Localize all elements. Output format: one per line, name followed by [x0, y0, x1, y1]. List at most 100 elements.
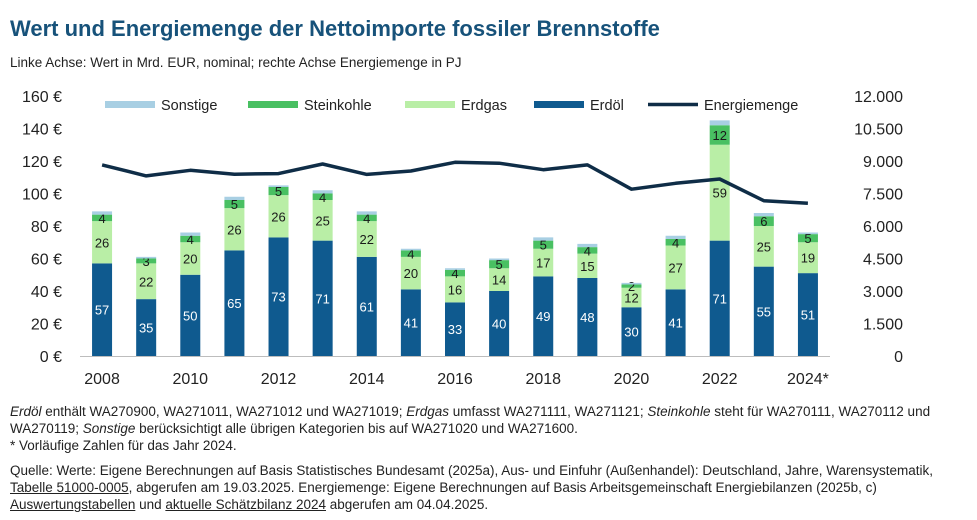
- bar-steinkohle: [268, 187, 289, 196]
- source-link[interactable]: aktuelle Schätzbilanz 2024: [165, 497, 326, 512]
- bar-sonstige: [489, 258, 510, 261]
- bar-erdoel: [489, 291, 510, 356]
- bar-erdoel: [533, 276, 554, 356]
- bar-erdgas: [489, 268, 510, 291]
- bar-sonstige: [92, 211, 113, 215]
- bar-label-erdoel: 55: [757, 304, 771, 319]
- bar-erdgas: [400, 256, 421, 290]
- y-right-tick-label: 10.500: [854, 122, 903, 139]
- source-text: und: [135, 497, 166, 512]
- x-tick-label: 2022: [702, 371, 738, 388]
- bar-erdgas: [356, 221, 377, 257]
- bar-steinkohle: [356, 214, 377, 222]
- y-left-tick-label: 0 €: [40, 349, 62, 366]
- bar-steinkohle: [180, 235, 201, 243]
- legend-label-erdgas: Erdgas: [461, 98, 507, 114]
- bar-erdgas: [709, 144, 730, 241]
- bar-label-erdoel: 41: [404, 316, 418, 331]
- bar-label-erdoel: 35: [139, 321, 153, 336]
- definition-text: Sonstige: [82, 421, 136, 436]
- footnote-preliminary: * Vorläufige Zahlen für das Jahr 2024.: [10, 438, 237, 453]
- y-right-tick-label: 7.500: [863, 187, 903, 204]
- x-tick-label: 2012: [261, 371, 297, 388]
- y-right-tick-label: 0: [894, 349, 903, 366]
- bar-erdgas: [753, 226, 774, 267]
- bar-label-erdgas: 59: [712, 186, 726, 201]
- bar-sonstige: [533, 237, 554, 241]
- bar-label-steinkohle: 5: [496, 257, 503, 272]
- bar-label-erdgas: 17: [536, 256, 550, 271]
- chart-title: Wert und Energiemenge der Nettoimporte f…: [10, 16, 660, 41]
- bar-label-erdoel: 71: [315, 291, 329, 306]
- bar-erdoel: [797, 273, 818, 356]
- bar-erdgas: [665, 245, 686, 290]
- bar-erdgas: [268, 195, 289, 238]
- bar-sonstige: [224, 196, 245, 200]
- footnote-definitions: Erdöl enthält WA270900, WA271011, WA2710…: [10, 403, 965, 437]
- bar-sonstige: [753, 213, 774, 217]
- bar-label-erdgas: 22: [139, 274, 153, 289]
- bar-erdgas: [312, 200, 333, 241]
- definition-text: enthält WA270900, WA271011, WA271012 und…: [41, 404, 407, 419]
- x-tick-label: 2010: [172, 371, 208, 388]
- source-link[interactable]: Auswertungstabellen: [10, 497, 136, 512]
- bar-label-erdoel: 41: [668, 316, 682, 331]
- y-left-tick-label: 120 €: [22, 154, 62, 171]
- bar-sonstige: [136, 256, 157, 259]
- bar-label-steinkohle: 4: [407, 247, 414, 262]
- bar-label-steinkohle: 4: [672, 235, 679, 250]
- y-left-tick-label: 140 €: [22, 122, 62, 139]
- bar-label-steinkohle: 4: [363, 211, 370, 226]
- legend-label-energiemenge: Energiemenge: [704, 98, 798, 114]
- bar-label-erdoel: 50: [183, 308, 197, 323]
- bar-steinkohle: [709, 125, 730, 145]
- x-tick-label: 2014: [349, 371, 385, 388]
- bar-sonstige: [312, 190, 333, 194]
- legend-swatch-erdoel: [534, 101, 584, 108]
- bar-label-steinkohle: 4: [584, 243, 591, 258]
- bar-sonstige: [268, 185, 289, 187]
- x-tick-label: 2018: [525, 371, 561, 388]
- y-left-tick-label: 160 €: [22, 89, 62, 106]
- bar-erdoel: [312, 240, 333, 356]
- bar-steinkohle: [400, 250, 421, 257]
- bar-label-erdgas: 26: [271, 209, 285, 224]
- y-right-tick-label: 6.000: [863, 219, 903, 236]
- definition-text: steht für WA270111, WA270112 und WA27011…: [10, 404, 931, 436]
- bar-label-erdgas: 26: [95, 235, 109, 250]
- legend-label-erdoel: Erdöl: [590, 98, 624, 114]
- bar-steinkohle: [577, 247, 598, 254]
- bar-label-erdoel: 65: [227, 296, 241, 311]
- bar-label-steinkohle: 2: [628, 279, 635, 294]
- bar-label-erdgas: 25: [315, 213, 329, 228]
- definition-text: umfasst WA271111, WA271121;: [449, 404, 648, 419]
- bar-steinkohle: [489, 260, 510, 269]
- y-left-tick-label: 40 €: [31, 284, 62, 301]
- bar-erdoel: [709, 240, 730, 356]
- bar-label-erdoel: 71: [712, 291, 726, 306]
- bar-label-steinkohle: 5: [275, 184, 282, 199]
- bar-steinkohle: [753, 216, 774, 226]
- x-tick-label: 2024*: [787, 371, 829, 388]
- bar-erdgas: [621, 287, 642, 308]
- y-right-tick-label: 4.500: [863, 252, 903, 269]
- source-text: Quelle: Werte: Eigene Berechnungen auf B…: [10, 463, 933, 478]
- bar-erdoel: [621, 307, 642, 356]
- x-tick-label: 2020: [614, 371, 650, 388]
- bar-erdoel: [224, 250, 245, 356]
- bar-label-erdgas: 26: [227, 222, 241, 237]
- bar-label-steinkohle: 5: [804, 231, 811, 246]
- bar-label-erdgas: 27: [668, 260, 682, 275]
- bar-label-steinkohle: 12: [712, 128, 726, 143]
- source-note: Quelle: Werte: Eigene Berechnungen auf B…: [10, 462, 965, 513]
- bar-steinkohle: [445, 269, 465, 277]
- bar-sonstige: [180, 232, 201, 236]
- bar-erdoel: [268, 237, 289, 356]
- bar-label-erdoel: 57: [95, 303, 109, 318]
- bar-sonstige: [797, 232, 818, 235]
- source-link[interactable]: Tabelle 51000-0005: [10, 480, 129, 495]
- bar-erdgas: [797, 242, 818, 274]
- source-text: abgerufen am 04.04.2025.: [325, 497, 489, 512]
- bar-sonstige: [621, 282, 642, 285]
- bar-steinkohle: [136, 258, 157, 264]
